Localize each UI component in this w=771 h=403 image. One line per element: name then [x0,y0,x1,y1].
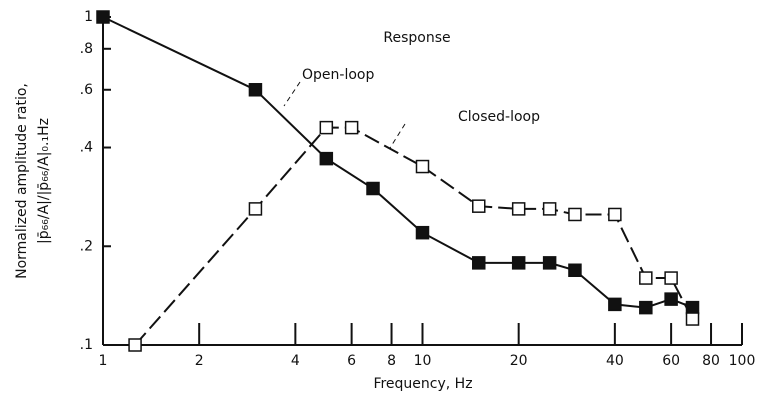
y-tick-label: .2 [80,238,93,254]
x-tick-label: 6 [347,353,356,369]
data-point [639,271,653,285]
data-point [472,256,486,270]
x-tick-label: 2 [195,353,204,369]
data-point [344,120,359,135]
x-tick-label: 1 [99,353,108,369]
y-tick-label: .1 [80,337,93,353]
y-axis-label: Normalized amplitude ratio, [14,83,30,279]
data-point [511,202,526,216]
data-point [568,263,582,278]
chart-title: Response [383,30,450,46]
y-tick-label: .6 [80,82,93,98]
x-tick-label: 20 [510,353,528,369]
data-point [128,338,142,352]
y-tick-label: 1 [84,9,93,25]
x-tick-label: 80 [702,353,720,369]
data-point [415,225,430,240]
data-point [542,202,557,216]
data-point [248,202,263,216]
x-tick-label: 10 [414,353,432,369]
data-point [415,159,430,174]
data-point [608,297,622,312]
series-label: Open-loop [302,67,374,83]
x-tick-label: 60 [662,353,680,369]
data-point [319,120,334,135]
data-point [319,151,334,166]
data-point [366,181,380,196]
x-tick-label: 8 [387,353,396,369]
x-tick-label: 40 [606,353,624,369]
data-point [639,300,653,315]
data-point [542,256,557,270]
y-axis-label: |p̄₆₆/A|/|p̄₆₆/A|₀.₁Hz [36,118,52,244]
data-point [96,10,110,24]
data-point [472,199,486,213]
data-point [664,271,678,285]
data-point [568,207,582,222]
data-point [511,256,526,270]
data-point [664,292,678,306]
data-point [248,83,263,97]
x-tick-label: 100 [729,353,756,369]
series-label: Closed-loop [458,109,540,125]
leader-line [283,81,301,107]
series-line [134,126,694,346]
x-tick-label: 4 [291,353,300,369]
data-point [685,312,700,326]
data-point [608,207,622,222]
x-axis-label: Frequency, Hz [373,376,472,392]
y-tick-label: .8 [80,41,93,57]
y-tick-label: .4 [80,140,93,156]
series-line [102,16,693,309]
leader-line [389,123,406,149]
